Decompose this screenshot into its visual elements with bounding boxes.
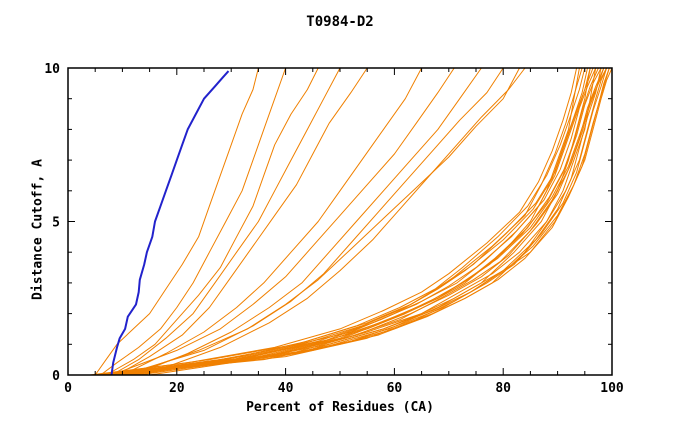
model-curve xyxy=(133,67,482,376)
x-tick-label: 80 xyxy=(495,381,511,396)
model-curve xyxy=(122,67,608,376)
axis-ticks xyxy=(67,67,613,376)
model-curve xyxy=(122,67,423,376)
model-curve xyxy=(116,67,608,376)
y-tick-label: 5 xyxy=(52,216,60,231)
model-curve xyxy=(116,67,368,376)
model-curve xyxy=(95,67,580,376)
model-curve xyxy=(111,67,599,376)
model-curve xyxy=(100,67,287,376)
y-axis-label: Distance Cutoff, A xyxy=(30,159,46,300)
highlighted-model-curve xyxy=(110,70,230,376)
model-curve xyxy=(127,67,613,376)
x-tick-label: 100 xyxy=(600,381,624,396)
tick-labels: 0 20 40 60 80 100 0 5 10 xyxy=(44,62,624,396)
model-curve xyxy=(105,67,319,376)
model-curve xyxy=(144,67,526,376)
model-curves xyxy=(89,67,613,376)
model-curve xyxy=(127,67,520,376)
x-axis-label: Percent of Residues (CA) xyxy=(246,400,434,415)
y-tick-label: 0 xyxy=(52,369,60,384)
model-curve xyxy=(111,67,455,376)
model-curve xyxy=(111,67,602,376)
chart-title: T0984-D2 xyxy=(306,14,374,30)
model-curve xyxy=(94,67,259,376)
x-tick-label: 20 xyxy=(169,381,185,396)
model-curve xyxy=(149,67,610,376)
model-curve xyxy=(89,67,578,376)
model-curve xyxy=(100,67,588,376)
model-curve xyxy=(138,67,608,376)
x-tick-label: 0 xyxy=(64,381,72,396)
model-curve xyxy=(106,67,594,376)
model-curve xyxy=(106,67,597,376)
model-curve xyxy=(122,67,504,376)
x-tick-label: 60 xyxy=(387,381,403,396)
model-curve xyxy=(111,67,602,376)
x-tick-label: 40 xyxy=(278,381,294,396)
model-curve xyxy=(133,67,605,376)
y-tick-label: 10 xyxy=(44,62,60,77)
model-curve xyxy=(100,67,591,376)
model-curve xyxy=(111,67,341,376)
